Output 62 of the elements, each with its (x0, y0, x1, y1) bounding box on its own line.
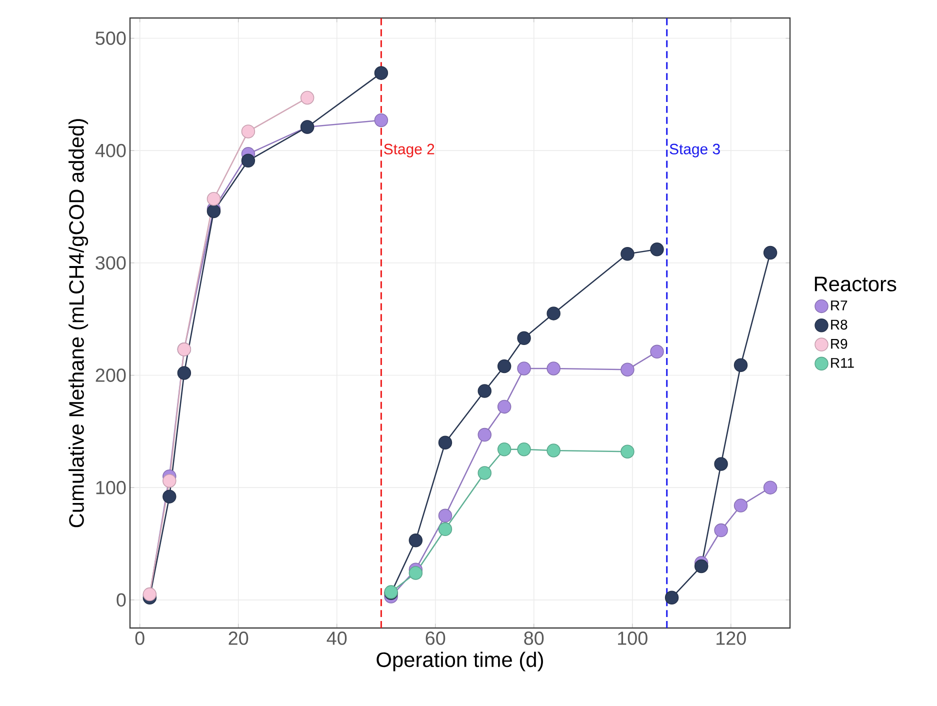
point (546, 306, 560, 320)
point (478, 466, 492, 480)
y-axis-title: Cumulative Methane (mLCH4/gCOD added) (68, 119, 88, 528)
x-tick-label: 40 (326, 632, 347, 645)
point (438, 436, 452, 450)
point (763, 480, 778, 494)
point (497, 400, 512, 414)
point (714, 457, 728, 471)
y-tick-label: 500 (96, 32, 126, 45)
point (650, 242, 664, 256)
legend-label: R9 (831, 338, 848, 349)
point (408, 534, 423, 548)
ref-line-label: Stage 3 (670, 144, 720, 158)
point (497, 442, 512, 456)
point (478, 384, 492, 398)
point (650, 344, 664, 359)
point (374, 66, 388, 80)
point (734, 498, 748, 512)
point (162, 474, 176, 488)
point (408, 566, 423, 580)
y-tick-label: 100 (96, 480, 126, 494)
y-tick-label: 300 (96, 256, 126, 270)
point (734, 358, 748, 372)
point (177, 366, 192, 380)
point (620, 444, 634, 459)
point (546, 362, 560, 376)
point (620, 362, 634, 376)
point (438, 508, 452, 523)
x-tick-label: 60 (426, 632, 446, 645)
point (241, 124, 256, 138)
ref-line-label: Stage 2 (384, 144, 434, 158)
x-tick-label: 20 (228, 632, 248, 645)
point (517, 362, 531, 376)
point (620, 247, 634, 261)
legend-label: R8 (831, 320, 848, 330)
point (763, 246, 778, 260)
legend-title: Reactors (814, 276, 896, 292)
y-tick-label: 200 (96, 368, 126, 382)
x-tick-label: 80 (524, 632, 544, 645)
point (694, 559, 708, 574)
point (241, 154, 256, 168)
x-tick-label: 100 (618, 632, 648, 645)
point (664, 590, 679, 605)
point (438, 522, 452, 536)
legend-label: R11 (831, 358, 854, 368)
y-tick-label: 400 (95, 144, 126, 158)
x-axis-title: Operation time (d) (376, 652, 543, 672)
point (714, 523, 728, 538)
point (517, 442, 531, 456)
x-tick-label: 120 (716, 632, 746, 645)
point (497, 359, 512, 374)
legend-label: R7 (831, 300, 848, 310)
point (374, 113, 388, 128)
point (546, 444, 560, 458)
point (478, 428, 492, 442)
point (206, 192, 221, 206)
point (300, 90, 314, 105)
y-tick-label: 0 (116, 593, 126, 607)
point (162, 490, 176, 504)
point (517, 331, 531, 346)
x-tick-label: 0 (135, 632, 144, 645)
point (206, 204, 221, 218)
